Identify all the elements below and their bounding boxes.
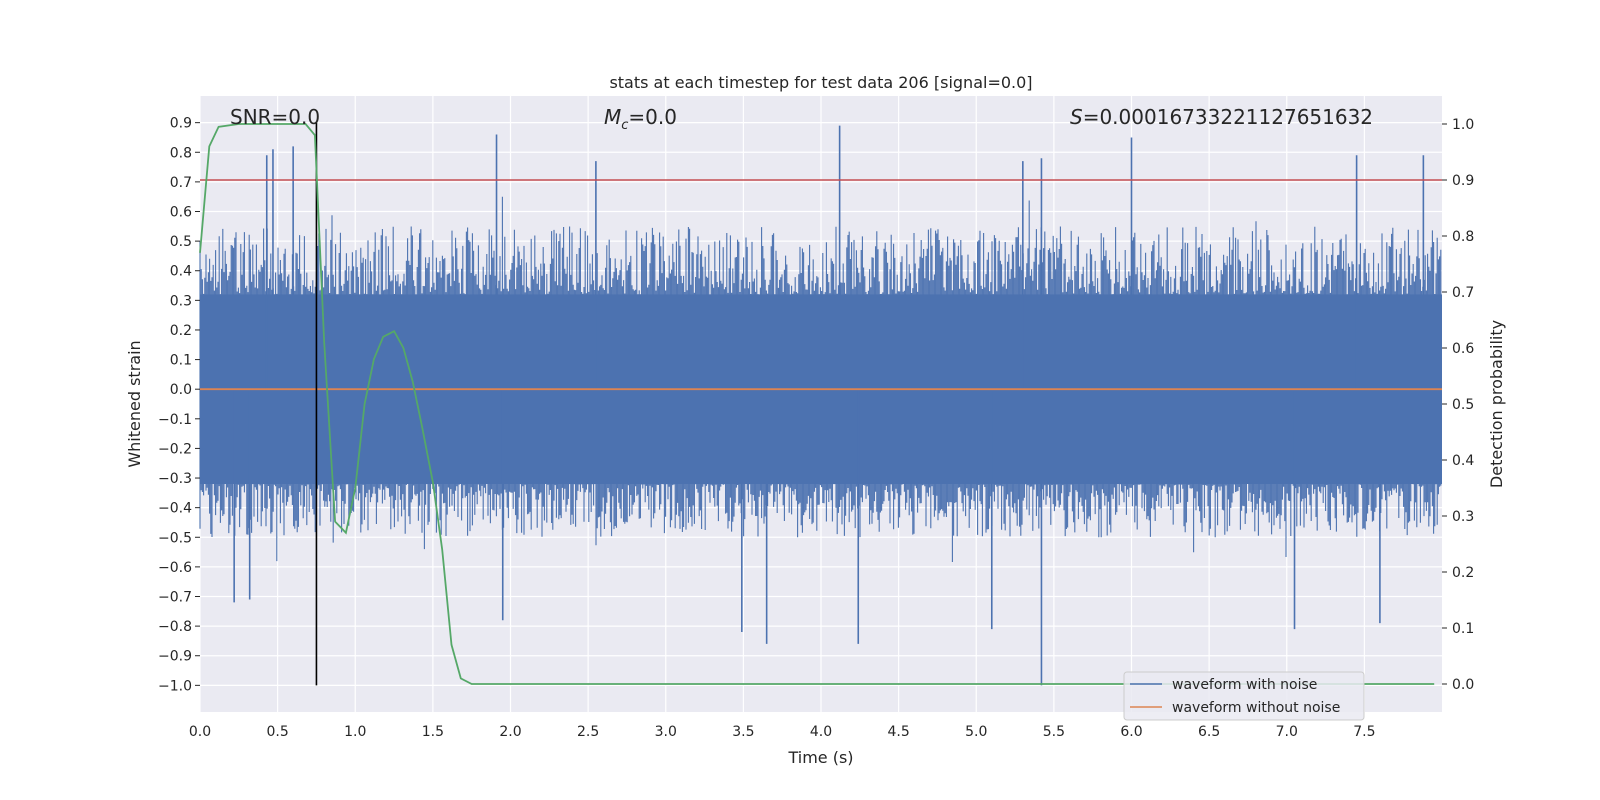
y-tick-label: −0.2 — [158, 441, 192, 457]
chirp-mass-annotation: Mc=0.0 — [604, 105, 677, 133]
chirp-mass-value: =0.0 — [628, 105, 677, 129]
y-tick-label: 0.9 — [170, 116, 192, 132]
y-tick-label: 0.0 — [170, 382, 192, 398]
y-tick-label: 0.6 — [170, 205, 192, 221]
x-tick-label: 4.0 — [810, 724, 832, 740]
score-value: =0.00016733221127651632 — [1083, 105, 1373, 129]
x-tick-label: 3.5 — [732, 724, 754, 740]
y2-tick-label: 1.0 — [1452, 117, 1474, 133]
x-tick-label: 0.0 — [189, 724, 211, 740]
score-annotation: S=0.00016733221127651632 — [1070, 105, 1373, 129]
y2-tick-label: 0.4 — [1452, 453, 1474, 469]
y2-tick-label: 0.0 — [1452, 677, 1474, 693]
y-tick-label: −1.0 — [158, 678, 192, 694]
chart-title: stats at each timestep for test data 206… — [609, 73, 1032, 92]
y2-tick-label: 0.6 — [1452, 341, 1474, 357]
legend-label-without-noise: waveform without noise — [1172, 700, 1340, 716]
x-tick-label: 4.5 — [887, 724, 909, 740]
y2-tick-label: 0.3 — [1452, 509, 1474, 525]
series-lines — [199, 122, 1442, 686]
y-tick-label: 0.1 — [170, 353, 192, 369]
y-tick-label: −0.3 — [158, 471, 192, 487]
snr-annotation: SNR=0.0 — [230, 105, 320, 129]
y-tick-label: 0.5 — [170, 234, 192, 250]
y-tick-label: −0.7 — [158, 590, 192, 606]
x-axis-label: Time (s) — [787, 748, 853, 767]
y-tick-label: −0.1 — [158, 412, 192, 428]
x-tick-label: 5.5 — [1043, 724, 1065, 740]
x-tick-label: 7.0 — [1276, 724, 1298, 740]
noise-envelope — [199, 196, 1442, 562]
chirp-mass-symbol: M — [604, 105, 621, 129]
x-tick-label: 1.5 — [422, 724, 444, 740]
y-tick-label: −0.8 — [158, 619, 192, 635]
y-tick-label: 0.8 — [170, 145, 192, 161]
y2-tick-label: 0.2 — [1452, 565, 1474, 581]
x-tick-label: 2.0 — [499, 724, 521, 740]
x-tick-label: 7.5 — [1353, 724, 1375, 740]
y-tick-label: 0.2 — [170, 323, 192, 339]
y-tick-label: −0.5 — [158, 530, 192, 546]
legend: waveform with noise waveform without noi… — [1123, 671, 1365, 721]
y-tick-label: 0.4 — [170, 264, 192, 280]
y-tick-label: 0.3 — [170, 293, 192, 309]
legend-box — [1123, 671, 1365, 721]
detection-probability-line — [199, 123, 1435, 685]
x-tick-label: 2.5 — [577, 724, 599, 740]
legend-label-with-noise: waveform with noise — [1172, 677, 1317, 693]
y2-tick-label: 0.7 — [1452, 285, 1474, 301]
score-symbol: S — [1070, 105, 1083, 129]
x-tick-label: 6.0 — [1120, 724, 1142, 740]
y-axis-label: Whitened strain — [125, 340, 144, 467]
y-tick-label: 0.7 — [170, 175, 192, 191]
x-tick-label: 3.0 — [655, 724, 677, 740]
y-tick-label: −0.9 — [158, 649, 192, 665]
x-tick-label: 5.0 — [965, 724, 987, 740]
y2-tick-label: 0.5 — [1452, 397, 1474, 413]
chirp-mass-subscript: c — [621, 118, 628, 133]
y-tick-label: −0.4 — [158, 501, 192, 517]
y2-tick-label: 0.8 — [1452, 229, 1474, 245]
y2-axis-label: Detection probability — [1487, 320, 1506, 488]
y2-tick-label: 0.1 — [1452, 621, 1474, 637]
y-tick-label: −0.6 — [158, 560, 192, 576]
x-tick-label: 6.5 — [1198, 724, 1220, 740]
x-tick-label: 0.5 — [266, 724, 288, 740]
axes: 0.0 0.5 1.0 1.5 2.0 2.5 3.0 3.5 4.0 4.5 5.0 5.5 6.0 6… — [158, 116, 1474, 740]
y2-tick-label: 0.9 — [1452, 173, 1474, 189]
x-tick-label: 1.0 — [344, 724, 366, 740]
